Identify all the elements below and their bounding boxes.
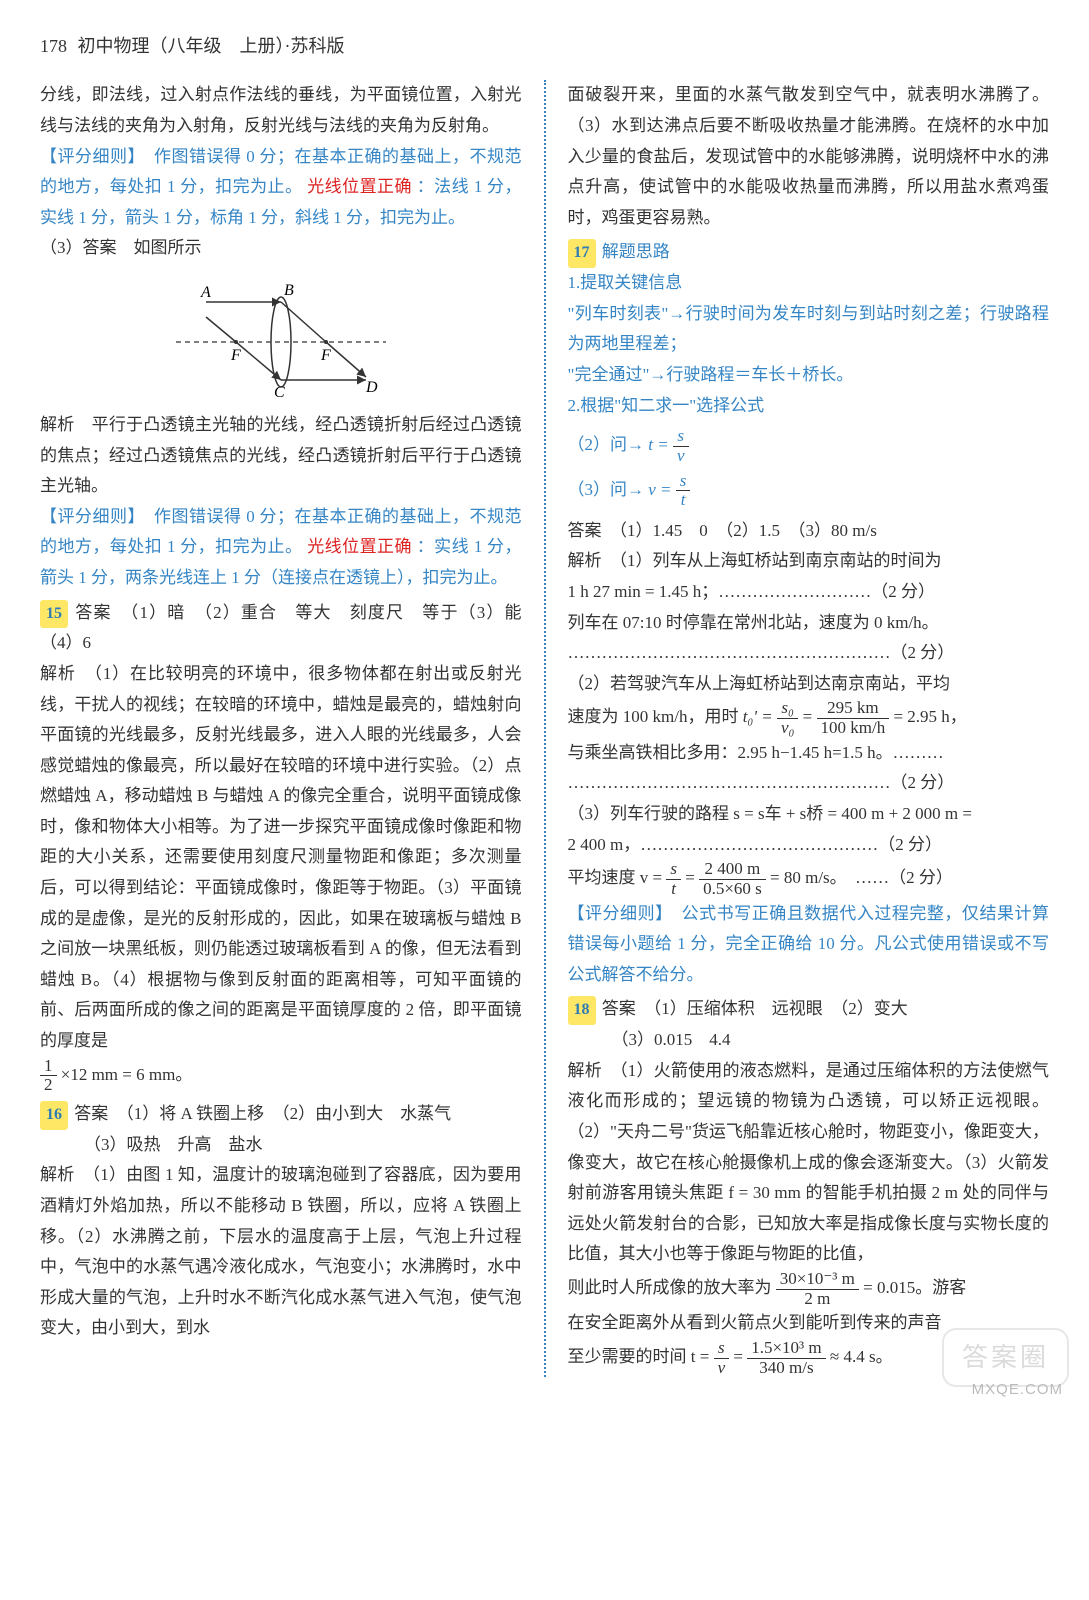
answer-text: （3）0.015 4.4 xyxy=(568,1025,1050,1056)
lens-diagram: F F A B C D xyxy=(166,272,396,402)
fraction: 1.5×10³ m 340 m/s xyxy=(747,1339,825,1377)
answer-text: 答案 （1）压缩体积 远视眼 （2）变大 xyxy=(602,999,908,1018)
fraction: s t xyxy=(676,472,691,510)
emphasis: 光线位置正确 xyxy=(307,537,412,556)
content-columns: 分线，即法线，过入射点作法线的垂线，为平面镜位置，入射光线与法线的夹角为入射角，… xyxy=(40,80,1049,1377)
thinking-step: 1.提取关键信息 xyxy=(568,268,1050,299)
explanation: （2）若驾驶汽车从上海虹桥站到达南京南站，平均 xyxy=(568,669,1050,700)
header-title: 初中物理（八年级 上册）·苏科版 xyxy=(78,36,345,56)
label-B: B xyxy=(284,282,294,299)
explanation: 列车在 07:10 时停靠在常州北站，速度为 0 km/h。 xyxy=(568,608,1050,639)
scoring-rule: 【评分细则】 作图错误得 0 分；在基本正确的基础上，不规范的地方，每处扣 1 … xyxy=(40,502,522,594)
answer-text: 答案 （1）暗 （2）重合 等大 刻度尺 等于（3）能 （4）6 xyxy=(40,603,539,653)
thinking-step: "列车时刻表"→行驶时间为发车时刻与到站时刻之差；行驶路程为两地里程差； xyxy=(568,299,1050,360)
question-15: 15 答案 （1）暗 （2）重合 等大 刻度尺 等于（3）能 （4）6 xyxy=(40,598,522,659)
site-url: MXQE.COM xyxy=(972,1376,1063,1403)
question-number-badge: 15 xyxy=(40,600,68,629)
question-number-badge: 16 xyxy=(40,1101,68,1130)
column-divider xyxy=(544,80,546,1377)
page-number: 178 xyxy=(40,36,67,56)
explanation: 解析 （1）在比较明亮的环境中，很多物体都在射出或反射光线，干扰人的视线；在较暗… xyxy=(40,659,522,1057)
formula-row: 速度为 100 km/h，用时 t₀' = s₀ v₀ = 295 km 100… xyxy=(568,699,1050,737)
left-column: 分线，即法线，过入射点作法线的垂线，为平面镜位置，入射光线与法线的夹角为入射角，… xyxy=(40,80,522,1377)
fraction: s₀ v₀ xyxy=(777,699,798,737)
fraction: 2 400 m 0.5×60 s xyxy=(699,860,766,898)
thinking-step: 2.根据"知二求一"选择公式 xyxy=(568,391,1050,422)
label-F1: F xyxy=(230,347,241,364)
explanation: （3）列车行驶的路程 s = s车 + s桥 = 400 m + 2 000 m… xyxy=(568,799,1050,830)
label-C: C xyxy=(274,384,285,401)
question-number-badge: 18 xyxy=(568,996,596,1025)
label-F2: F xyxy=(320,347,331,364)
explanation-tail: 1 2 ×12 mm = 6 mm。 xyxy=(40,1057,522,1095)
answer-text: （3）吸热 升高 盐水 xyxy=(40,1130,522,1161)
formula-row: （2）问→ t = s v xyxy=(568,427,1050,465)
fraction: 30×10⁻³ m 2 m xyxy=(776,1270,859,1308)
question-17: 17 解题思路 xyxy=(568,237,1050,268)
thinking-title: 解题思路 xyxy=(602,242,670,261)
page-header: 178 初中物理（八年级 上册）·苏科版 xyxy=(40,30,1049,62)
explanation: 解析 平行于凸透镜主光轴的光线，经凸透镜折射后经过凸透镜的焦点；经过凸透镜焦点的… xyxy=(40,410,522,502)
explanation: 2 400 m，……………………………………（2 分） xyxy=(568,830,1050,861)
label-D: D xyxy=(365,379,378,396)
formula-row: （3）问→ v = s t xyxy=(568,472,1050,510)
answer-text: 答案 （1）将 A 铁圈上移 （2）由小到大 水蒸气 xyxy=(74,1104,451,1123)
explanation: 1 h 27 min = 1.45 h；………………………（2 分） xyxy=(568,577,1050,608)
explanation: 解析 （1）火箭使用的液态燃料，是通过压缩体积的方法使燃气液化而形成的；望远镜的… xyxy=(568,1056,1050,1270)
label-A: A xyxy=(200,284,211,301)
fraction: s t xyxy=(666,860,681,898)
explanation: 解析 （1）由图 1 知，温度计的玻璃泡碰到了容器底，因为要用酒精灯外焰加热，所… xyxy=(40,1160,522,1344)
explanation: 解析 （1）列车从上海虹桥站到南京南站的时间为 xyxy=(568,546,1050,577)
scoring-rule: 【评分细则】 作图错误得 0 分；在基本正确的基础上，不规范的地方，每处扣 1 … xyxy=(40,142,522,234)
question-number-badge: 17 xyxy=(568,239,596,268)
formula-row: 平均速度 v = s t = 2 400 m 0.5×60 s = 80 m/s… xyxy=(568,860,1050,898)
fraction: s v xyxy=(714,1339,730,1377)
paragraph: 分线，即法线，过入射点作法线的垂线，为平面镜位置，入射光线与法线的夹角为入射角，… xyxy=(40,80,522,141)
fraction: s v xyxy=(673,427,689,465)
fraction: 295 km 100 km/h xyxy=(817,699,890,737)
answer-label: （3）答案 如图所示 xyxy=(40,233,522,264)
emphasis: 光线位置正确 xyxy=(307,177,412,196)
score-dots: …………………………………………………（2 分） xyxy=(568,638,1050,669)
fraction: 1 2 xyxy=(40,1057,57,1095)
paragraph: 面破裂开来，里面的水蒸气散发到空气中，就表明水沸腾了。（3）水到达沸点后要不断吸… xyxy=(568,80,1050,233)
explanation: 与乘坐高铁相比多用：2.95 h−1.45 h=1.5 h。……… xyxy=(568,738,1050,769)
answer-text: 答案 （1）1.45 0 （2）1.5 （3）80 m/s xyxy=(568,516,1050,547)
question-16: 16 答案 （1）将 A 铁圈上移 （2）由小到大 水蒸气 xyxy=(40,1099,522,1130)
thinking-step: "完全通过"→行驶路程＝车长＋桥长。 xyxy=(568,360,1050,391)
scoring-rule: 【评分细则】 公式书写正确且数据代入过程完整，仅结果计算错误每小题给 1 分，完… xyxy=(568,899,1050,991)
right-column: 面破裂开来，里面的水蒸气散发到空气中，就表明水沸腾了。（3）水到达沸点后要不断吸… xyxy=(568,80,1050,1377)
score-dots: …………………………………………………（2 分） xyxy=(568,768,1050,799)
formula-row: 则此时人所成像的放大率为 30×10⁻³ m 2 m = 0.015。游客 xyxy=(568,1270,1050,1308)
question-18: 18 答案 （1）压缩体积 远视眼 （2）变大 xyxy=(568,994,1050,1025)
